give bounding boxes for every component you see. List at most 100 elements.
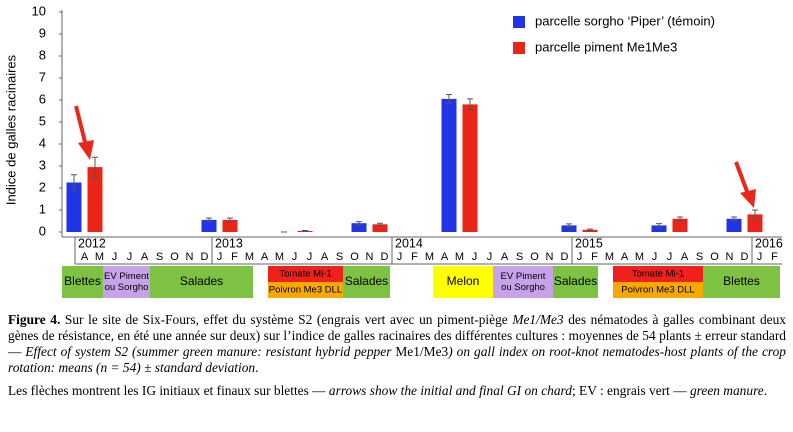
- arrow: [734, 161, 750, 195]
- x-tick-label: J: [472, 251, 478, 263]
- x-tick-label: F: [771, 251, 778, 263]
- x-tick-label: J: [112, 251, 118, 263]
- error-bar: [656, 223, 662, 228]
- crop-block: [553, 266, 598, 298]
- error-bar: [587, 228, 593, 231]
- caption-text: Les flèches montrent les IG initiaux et …: [8, 383, 329, 398]
- crop-label: ou Sorgho: [105, 282, 149, 293]
- x-tick-label: M: [95, 251, 104, 263]
- arrows: [74, 105, 756, 208]
- x-tick-label: S: [336, 251, 343, 263]
- y-tick-label: 3: [39, 157, 46, 172]
- x-tick-label: F: [411, 251, 418, 263]
- crop-block: [62, 266, 103, 298]
- crop-block: [613, 282, 703, 298]
- crop-block: [268, 282, 343, 298]
- error-bar: [302, 229, 308, 232]
- bar: [441, 98, 457, 233]
- crop-label: Salades: [180, 274, 223, 288]
- x-tick-label: A: [141, 251, 149, 263]
- x-tick-label: D: [381, 251, 389, 263]
- x-tick-label: A: [81, 251, 89, 263]
- crop-block: [613, 266, 703, 282]
- x-tick-label: N: [366, 251, 374, 263]
- x-tick-label: J: [577, 251, 583, 263]
- error-bar: [227, 217, 233, 223]
- bar: [561, 225, 577, 232]
- caption-text: ) on gall index on root-knot nematodes-h…: [8, 344, 786, 375]
- legend-swatch: [513, 42, 525, 54]
- bar: [87, 167, 103, 232]
- arrow-head: [740, 189, 756, 208]
- crop-block: [103, 266, 150, 298]
- crop-label: Blettes: [64, 274, 101, 288]
- x-tick-label: J: [652, 251, 658, 263]
- chart: Indice de galles racinaires 0 1 2 3 4 5 6 7 8 9 10…: [3, 3, 783, 298]
- x-tick-label: N: [546, 251, 554, 263]
- x-tick-label: M: [425, 251, 434, 263]
- bar: [672, 218, 688, 232]
- bar: [201, 219, 217, 232]
- bar: [747, 214, 763, 232]
- bar: [651, 225, 667, 232]
- caption-text: Me1/Me3: [512, 312, 564, 327]
- bar: [372, 224, 388, 232]
- x-tick-label: S: [696, 251, 703, 263]
- caption-text: Figure 4.: [8, 312, 61, 327]
- caption-text: .: [763, 383, 768, 398]
- x-tick-label: A: [441, 251, 449, 263]
- error-bar: [377, 222, 383, 226]
- crop-block: [150, 266, 253, 298]
- bar: [351, 223, 367, 232]
- crop-label: Poivron Me3 DLL: [269, 285, 342, 296]
- y-tick-label: 9: [39, 25, 46, 40]
- x-tick-label: J: [292, 251, 298, 263]
- y-tick-label: 6: [39, 91, 46, 106]
- x-tick-label: O: [710, 251, 719, 263]
- crop-label: Salades: [554, 274, 597, 288]
- y-tick-label: 2: [39, 179, 46, 194]
- y-axis-label: Indice de galles racinaires: [3, 54, 18, 205]
- x-tick-label: J: [487, 251, 493, 263]
- x-tick-label: J: [217, 251, 223, 263]
- x-tick-label: A: [621, 251, 629, 263]
- x-tick-label: O: [530, 251, 539, 263]
- arrow-head: [78, 140, 94, 160]
- error-bar: [566, 223, 572, 228]
- x-tick-label: N: [726, 251, 734, 263]
- y-tick-label: 10: [32, 3, 46, 18]
- x-tick-label: M: [605, 251, 614, 263]
- crop-label: ou Sorgho: [501, 282, 545, 293]
- x-tick-label: A: [501, 251, 509, 263]
- caption-text: arrows show the initial and final GI on …: [328, 383, 572, 398]
- crop-label: Tomate Mi-1: [632, 269, 684, 280]
- x-tick-label: M: [245, 251, 254, 263]
- y-tick-label: 1: [39, 201, 46, 216]
- legend-swatch: [513, 16, 525, 28]
- caption-text: des nématodes à galles combinant deux gè…: [8, 312, 787, 359]
- x-tick-label: A: [681, 251, 689, 263]
- error-bar: [92, 156, 98, 178]
- crop-label: Salades: [345, 274, 388, 288]
- error-bar: [71, 174, 77, 191]
- y-tick-label: 0: [39, 223, 46, 238]
- x-tick-label: M: [455, 251, 464, 263]
- year-label: 2016: [755, 236, 783, 250]
- error-bar: [731, 216, 737, 222]
- x-tick-label: S: [156, 251, 163, 263]
- x-tick-label: O: [170, 251, 179, 263]
- y-tick-label: 8: [39, 47, 46, 62]
- y-tick-label: 5: [39, 113, 46, 128]
- x-tick-label: F: [591, 251, 598, 263]
- year-label: 2013: [215, 236, 243, 250]
- x-tick-label: D: [741, 251, 749, 263]
- x-tick-label: S: [516, 251, 523, 263]
- x-tick-label: J: [127, 251, 133, 263]
- x-tick-label: J: [307, 251, 313, 263]
- crop-label: Tomate Mi-1: [279, 269, 331, 280]
- x-tick-label: M: [635, 251, 644, 263]
- caption-paragraph: Figure 4. Sur le site de Six-Fours, effe…: [8, 312, 786, 376]
- x-tick-label: O: [350, 251, 359, 263]
- crop-block: [703, 266, 780, 298]
